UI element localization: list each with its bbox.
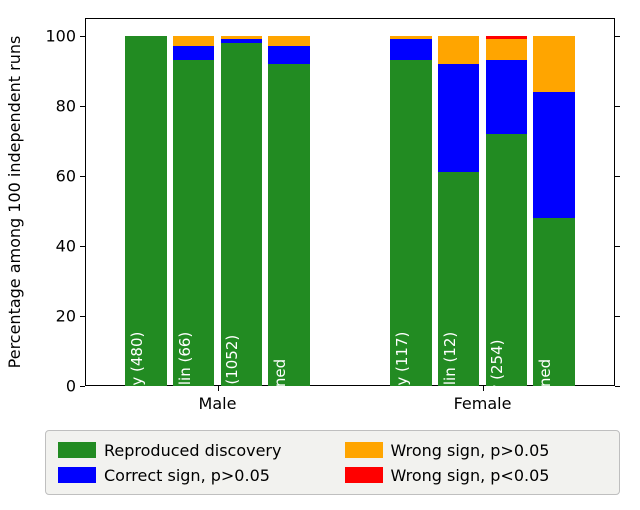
ytick-mark	[80, 246, 85, 247]
ytick-mark	[615, 246, 620, 247]
plot-area-frame	[85, 18, 615, 386]
ytick-mark	[80, 106, 85, 107]
ytick-label: 80	[40, 96, 76, 115]
legend-item-wrong_sign_pgt: Wrong sign, p>0.05	[345, 441, 608, 460]
legend-label: Wrong sign, p<0.05	[391, 466, 550, 485]
xgroup-label: Female	[454, 394, 512, 413]
ytick-mark	[615, 106, 620, 107]
legend-item-correct_sign_pgt: Correct sign, p>0.05	[58, 466, 321, 485]
ytick-label: 60	[40, 166, 76, 185]
y-axis-label: Percentage among 100 independent runs	[5, 36, 24, 369]
xtick-mark	[218, 386, 219, 391]
legend-swatch	[345, 467, 383, 483]
ytick-mark	[615, 316, 620, 317]
legend-swatch	[58, 442, 96, 458]
figure: Percentage among 100 independent runs 0 2…	[0, 0, 640, 510]
legend-label: Reproduced discovery	[104, 441, 281, 460]
ytick-mark	[615, 36, 620, 37]
ytick-mark	[80, 316, 85, 317]
ytick-mark	[80, 36, 85, 37]
ytick-mark	[80, 176, 85, 177]
ytick-label: 0	[40, 377, 76, 396]
legend-swatch	[345, 442, 383, 458]
ytick-mark	[615, 176, 620, 177]
ytick-label: 20	[40, 306, 76, 325]
legend-label: Correct sign, p>0.05	[104, 466, 270, 485]
legend: Reproduced discovery Wrong sign, p>0.05 Co…	[45, 430, 620, 495]
legend-label: Wrong sign, p>0.05	[391, 441, 550, 460]
ytick-label: 40	[40, 236, 76, 255]
ytick-mark	[80, 386, 85, 387]
ytick-label: 100	[40, 26, 76, 45]
ytick-mark	[615, 386, 620, 387]
xgroup-label: Male	[199, 394, 237, 413]
legend-item-wrong_sign_plt: Wrong sign, p<0.05	[345, 466, 608, 485]
legend-item-reproduced: Reproduced discovery	[58, 441, 321, 460]
legend-swatch	[58, 467, 96, 483]
xtick-mark	[483, 386, 484, 391]
